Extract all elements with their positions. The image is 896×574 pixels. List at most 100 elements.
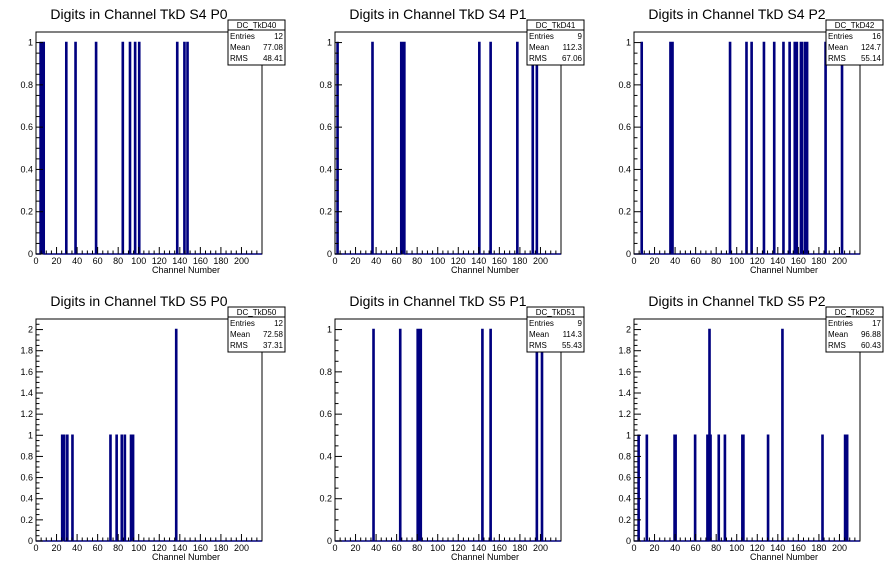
y-tick-label: 1 — [327, 325, 332, 335]
x-tick-label: 0 — [332, 256, 337, 266]
y-tick-label: 0 — [327, 536, 332, 546]
x-axis-label: Channel Number — [451, 265, 519, 275]
x-tick-label: 100 — [729, 256, 744, 266]
x-tick-label: 80 — [113, 543, 123, 553]
chart-title: Digits in Channel TkD S4 P0 — [50, 6, 227, 22]
y-tick-label: 1 — [626, 430, 631, 440]
stats-rms-value: 37.31 — [263, 341, 284, 350]
x-tick-label: 120 — [152, 543, 167, 553]
y-tick-label: 1.8 — [618, 346, 631, 356]
x-tick-label: 20 — [351, 256, 361, 266]
histogram-panel-3: Digits in Channel TkD S5 P00 20 40 60 80 100 1… — [20, 293, 286, 562]
y-tick-label: 0 — [28, 536, 33, 546]
y-tick-label: 2 — [28, 325, 33, 335]
stats-name: DC_TkD51 — [536, 308, 576, 317]
x-tick-label: 140 — [770, 256, 785, 266]
stats-rms-label: RMS — [230, 341, 248, 350]
stats-entries-value: 16 — [872, 32, 881, 41]
histogram-panel-2: Digits in Channel TkD S4 P2 0 20 40 60 80 100 1… — [618, 6, 884, 275]
x-tick-label: 60 — [691, 256, 701, 266]
x-tick-label: 0 — [631, 256, 636, 266]
x-tick-label: 60 — [93, 256, 103, 266]
y-tick-label: 0.4 — [20, 164, 33, 174]
x-tick-label: 80 — [412, 256, 422, 266]
x-tick-label: 80 — [113, 256, 123, 266]
x-tick-label: 20 — [52, 256, 62, 266]
x-tick-label: 140 — [471, 256, 486, 266]
stats-rms-value: 55.43 — [562, 341, 583, 350]
x-tick-label: 200 — [234, 256, 249, 266]
chart-title: Digits in Channel TkD S4 P2 — [648, 6, 825, 22]
stats-entries-value: 9 — [578, 319, 583, 328]
stats-entries-value: 17 — [872, 319, 881, 328]
y-tick-label: 1.4 — [20, 388, 33, 398]
y-tick-label: 0.6 — [618, 473, 631, 483]
histogram-line — [634, 328, 860, 542]
y-tick-label: 0.8 — [20, 80, 33, 90]
stats-entries-value: 12 — [274, 32, 283, 41]
y-tick-label: 0.6 — [319, 122, 332, 132]
y-tick-label: 1 — [28, 38, 33, 48]
y-tick-label: 2 — [626, 325, 631, 335]
x-tick-label: 200 — [832, 256, 847, 266]
y-tick-label: 0 — [28, 249, 33, 259]
stats-name: DC_TkD42 — [835, 21, 875, 30]
stats-rms-value: 67.06 — [562, 54, 583, 63]
stats-box: DC_TkD51 Entries 9 Mean 114.3 RMS 55.43 — [526, 306, 585, 353]
y-tick-label: 0.6 — [20, 473, 33, 483]
y-tick-label: 0.6 — [319, 409, 332, 419]
y-tick-label: 0.8 — [20, 451, 33, 461]
x-tick-label: 0 — [33, 256, 38, 266]
stats-rms-value: 55.14 — [861, 54, 882, 63]
stats-rms-label: RMS — [828, 54, 846, 63]
y-tick-label: 1 — [28, 430, 33, 440]
x-tick-label: 100 — [131, 543, 146, 553]
stats-entries-label: Entries — [230, 319, 255, 328]
y-tick-label: 0 — [327, 249, 332, 259]
stats-entries-label: Entries — [828, 319, 853, 328]
stats-rms-label: RMS — [828, 341, 846, 350]
y-tick-label: 0.8 — [618, 80, 631, 90]
y-tick-label: 1 — [626, 38, 631, 48]
x-tick-label: 160 — [193, 543, 208, 553]
stats-entries-label: Entries — [230, 32, 255, 41]
y-tick-label: 1.6 — [20, 367, 33, 377]
x-tick-label: 40 — [72, 256, 82, 266]
x-tick-label: 120 — [451, 256, 466, 266]
stats-entries-label: Entries — [828, 32, 853, 41]
x-tick-label: 180 — [811, 543, 826, 553]
x-axis-label: Channel Number — [750, 552, 818, 562]
x-tick-label: 200 — [533, 543, 548, 553]
chart-title: Digits in Channel TkD S5 P2 — [648, 293, 825, 309]
y-tick-label: 0.2 — [20, 515, 33, 525]
x-tick-label: 120 — [152, 256, 167, 266]
y-tick-label: 1.6 — [618, 367, 631, 377]
x-tick-label: 120 — [750, 256, 765, 266]
x-tick-label: 120 — [750, 543, 765, 553]
chart-title: Digits in Channel TkD S4 P1 — [349, 6, 526, 22]
histogram-panel-1: Digits in Channel TkD S4 P1 0 20 40 60 80 100 1… — [319, 6, 585, 275]
y-tick-label: 0.4 — [319, 451, 332, 461]
x-tick-label: 0 — [631, 543, 636, 553]
x-tick-label: 140 — [172, 543, 187, 553]
stats-entries-label: Entries — [529, 32, 554, 41]
stats-rms-value: 60.43 — [861, 341, 882, 350]
stats-mean-value: 77.08 — [263, 43, 284, 52]
x-tick-label: 20 — [351, 543, 361, 553]
histogram-line — [36, 328, 262, 542]
x-tick-label: 40 — [670, 543, 680, 553]
stats-mean-value: 112.3 — [563, 43, 583, 52]
x-tick-label: 40 — [72, 543, 82, 553]
x-axis-label: Channel Number — [750, 265, 818, 275]
stats-rms-label: RMS — [529, 341, 547, 350]
y-tick-label: 0.8 — [319, 367, 332, 377]
y-tick-label: 0.8 — [618, 451, 631, 461]
histogram-panel-0: Digits in Channel TkD S4 P0 0 20 40 60 80 100 1… — [20, 6, 286, 275]
y-tick-label: 0.2 — [618, 515, 631, 525]
x-tick-label: 40 — [670, 256, 680, 266]
x-tick-label: 200 — [234, 543, 249, 553]
y-tick-label: 0.6 — [618, 122, 631, 132]
stats-rms-label: RMS — [529, 54, 547, 63]
x-tick-label: 0 — [33, 543, 38, 553]
x-tick-label: 60 — [392, 543, 402, 553]
